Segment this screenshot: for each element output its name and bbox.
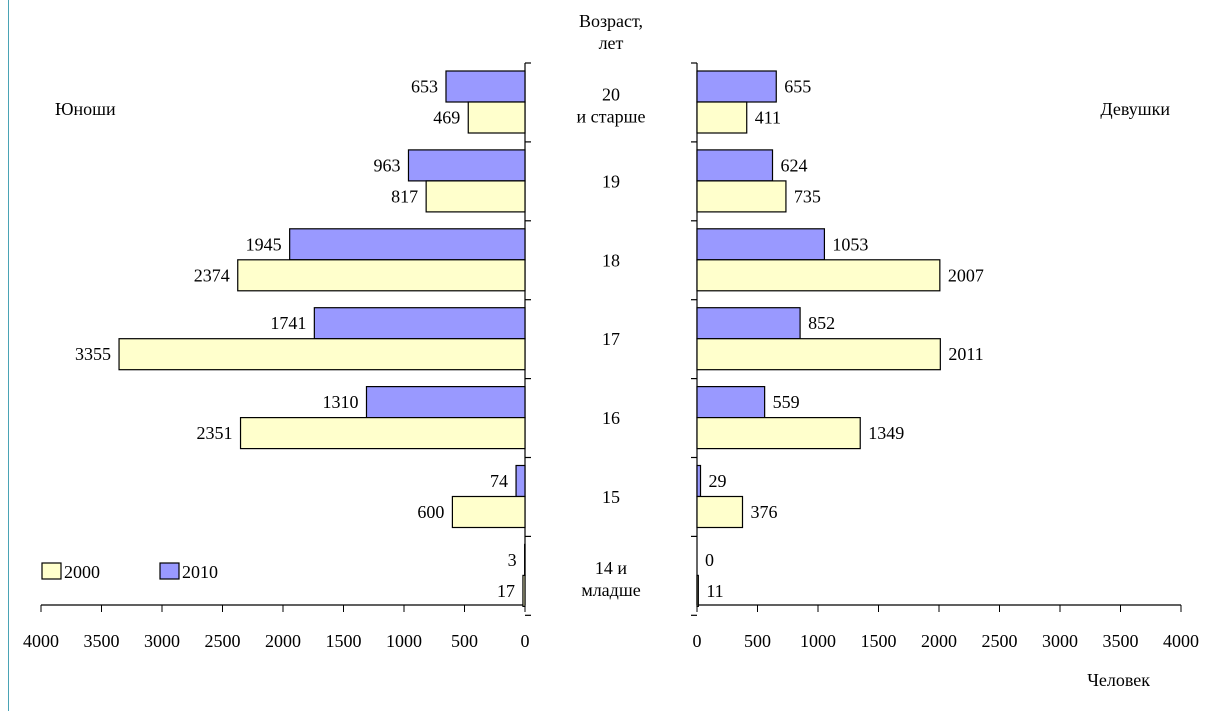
right-bar-2000 xyxy=(696,574,699,608)
left-bar-2010 xyxy=(515,464,526,498)
x-axis-label: Человек xyxy=(1087,670,1150,690)
left-x-tick-label: 0 xyxy=(521,631,530,651)
category-label: 18 xyxy=(602,250,620,270)
right-data-label-2010: 655 xyxy=(784,77,811,97)
right-x-tick-label: 500 xyxy=(744,631,771,651)
left-bar-2010 xyxy=(365,386,526,419)
left-x-tick-label: 1500 xyxy=(326,631,362,651)
left-x-tick-label: 3000 xyxy=(144,631,180,651)
left-bar-2000 xyxy=(118,338,526,371)
left-data-label-2000: 2374 xyxy=(194,265,230,285)
left-x-tick-label: 3500 xyxy=(84,631,120,651)
right-data-label-2000: 2011 xyxy=(948,344,983,364)
legend-swatch-2000 xyxy=(41,562,62,580)
left-bar-2000 xyxy=(239,417,526,450)
right-x-tick-label: 3000 xyxy=(1042,631,1078,651)
left-bar-2000 xyxy=(522,574,526,608)
right-data-label-2010: 624 xyxy=(781,155,808,175)
left-panel-label: Юноши xyxy=(55,99,116,119)
left-data-label-2010: 3 xyxy=(508,550,517,570)
left-data-label-2010: 1945 xyxy=(246,234,282,254)
right-data-label-2000: 2007 xyxy=(948,265,984,285)
right-data-label-2000: 411 xyxy=(755,108,781,128)
right-bar-2010 xyxy=(696,386,766,419)
left-bar-2010 xyxy=(445,70,526,103)
left-data-label-2000: 2351 xyxy=(197,423,233,443)
right-data-label-2010: 852 xyxy=(808,313,835,333)
left-bar-2010 xyxy=(313,307,526,340)
legend-label-2010: 2010 xyxy=(182,562,218,582)
right-data-label-2010: 1053 xyxy=(832,234,868,254)
left-x-tick-label: 500 xyxy=(451,631,478,651)
left-bar-2000 xyxy=(237,259,526,292)
left-data-label-2010: 963 xyxy=(373,155,400,175)
left-data-label-2000: 3355 xyxy=(75,344,111,364)
right-x-tick-label: 4000 xyxy=(1163,631,1199,651)
right-bar-2000 xyxy=(696,338,941,371)
right-panel-label: Девушки xyxy=(1100,99,1170,119)
left-bar-2000 xyxy=(467,101,526,134)
left-data-label-2000: 600 xyxy=(417,502,444,522)
left-data-label-2000: 817 xyxy=(391,186,418,206)
right-x-tick-label: 1000 xyxy=(800,631,836,651)
category-label: 14 и младше xyxy=(581,558,640,600)
right-x-tick-label: 0 xyxy=(693,631,702,651)
right-bar-2000 xyxy=(696,180,787,213)
right-data-label-2010: 0 xyxy=(705,550,714,570)
category-axis-title: Возраст, лет xyxy=(579,11,643,53)
left-bar-2000 xyxy=(451,495,526,529)
left-x-tick-label: 2000 xyxy=(265,631,301,651)
left-bar-2010 xyxy=(407,149,526,182)
right-bar-2010 xyxy=(696,464,702,498)
right-data-label-2000: 735 xyxy=(794,186,821,206)
right-bar-2000 xyxy=(696,101,748,134)
left-x-tick-label: 1000 xyxy=(386,631,422,651)
right-data-label-2010: 29 xyxy=(709,471,727,491)
right-bar-2010 xyxy=(696,149,774,182)
left-bar-2010 xyxy=(289,228,526,261)
left-data-label-2010: 1310 xyxy=(322,392,358,412)
legend-swatch-2010 xyxy=(159,562,180,580)
left-data-label-2000: 17 xyxy=(497,581,515,601)
frame-border xyxy=(8,0,9,711)
right-bar-2010 xyxy=(696,70,777,103)
category-label: 15 xyxy=(602,487,620,507)
left-x-tick-label: 2500 xyxy=(205,631,241,651)
left-x-tick-label: 4000 xyxy=(23,631,59,651)
right-x-tick-label: 2000 xyxy=(921,631,957,651)
right-x-tick-label: 2500 xyxy=(982,631,1018,651)
left-data-label-2010: 653 xyxy=(411,77,438,97)
left-bar-2000 xyxy=(425,180,526,213)
left-data-label-2010: 1741 xyxy=(270,313,306,333)
right-x-tick-label: 1500 xyxy=(861,631,897,651)
right-bar-2000 xyxy=(696,417,861,450)
left-data-label-2010: 74 xyxy=(490,471,508,491)
category-label: 20 и старше xyxy=(576,84,645,126)
right-bar-2000 xyxy=(696,495,744,529)
right-bar-2000 xyxy=(696,259,941,292)
category-label: 16 xyxy=(602,408,620,428)
right-data-label-2000: 1349 xyxy=(868,423,904,443)
category-label: 17 xyxy=(602,329,620,349)
right-data-label-2000: 11 xyxy=(706,581,723,601)
right-data-label-2010: 559 xyxy=(773,392,800,412)
right-data-label-2000: 376 xyxy=(750,502,777,522)
category-label: 19 xyxy=(602,171,620,191)
legend-label-2000: 2000 xyxy=(64,562,100,582)
left-data-label-2000: 469 xyxy=(433,108,460,128)
right-bar-2010 xyxy=(696,307,801,340)
right-x-tick-label: 3500 xyxy=(1103,631,1139,651)
right-bar-2010 xyxy=(696,228,826,261)
